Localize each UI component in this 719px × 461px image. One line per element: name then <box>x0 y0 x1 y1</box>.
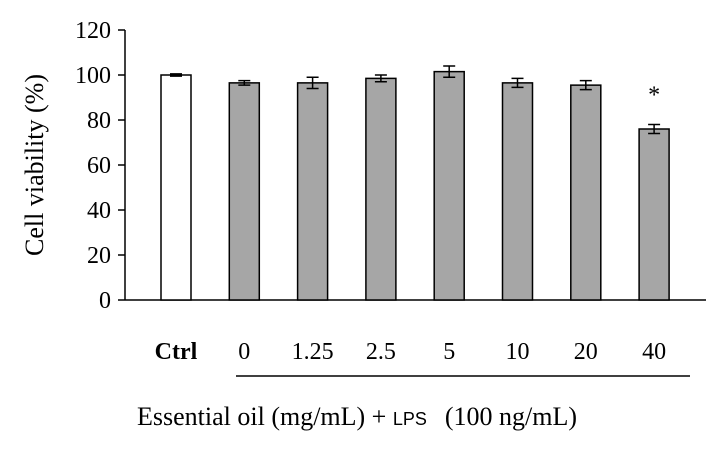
x-tick-label: Ctrl <box>155 339 198 365</box>
y-tick-label: 0 <box>99 288 111 314</box>
x-label-post: (100 ng/mL) <box>445 402 577 431</box>
y-tick-label: 20 <box>87 243 111 269</box>
annotations-group: * <box>648 83 660 109</box>
bar-2.5 <box>365 77 397 301</box>
x-tick-label: 1.25 <box>292 339 334 365</box>
y-axis-label: Cell viability (%) <box>20 74 49 256</box>
y-tick-label: 60 <box>87 153 111 179</box>
axes-group <box>124 30 706 301</box>
x-tick-label: 10 <box>506 339 530 365</box>
x-tick-label: 2.5 <box>366 339 396 365</box>
bar-20 <box>570 84 602 301</box>
bar-10 <box>501 82 534 301</box>
y-ticks-group: 0 20 40 60 80 100 120 <box>75 18 125 314</box>
x-tick-label: 40 <box>642 339 666 365</box>
x-tick-label: 5 <box>443 339 455 365</box>
x-label-lps: LPS <box>393 409 427 429</box>
x-tick-label: 20 <box>574 339 598 365</box>
y-tick-label: 80 <box>87 108 111 134</box>
x-tick-label: 0 <box>238 339 250 365</box>
y-tick-label: 120 <box>75 18 111 44</box>
bar-5 <box>433 70 465 301</box>
bars-group <box>160 70 670 301</box>
y-tick-label: 40 <box>87 198 111 224</box>
y-tick-label: 100 <box>75 63 111 89</box>
x-tick-labels-group: Ctrl 0 1.25 2.5 5 10 20 40 <box>155 339 666 365</box>
bar-40 <box>638 128 670 301</box>
bar-1.25 <box>296 82 329 301</box>
significance-marker: * <box>648 83 660 109</box>
error-bars-group <box>170 65 661 135</box>
x-axis-group-label: Essential oil (mg/mL) + LPS (100 ng/mL) <box>137 402 577 431</box>
bar-0 <box>228 82 261 301</box>
x-label-pre: Essential oil (mg/mL) + <box>137 402 393 431</box>
bar-Ctrl <box>160 74 192 301</box>
